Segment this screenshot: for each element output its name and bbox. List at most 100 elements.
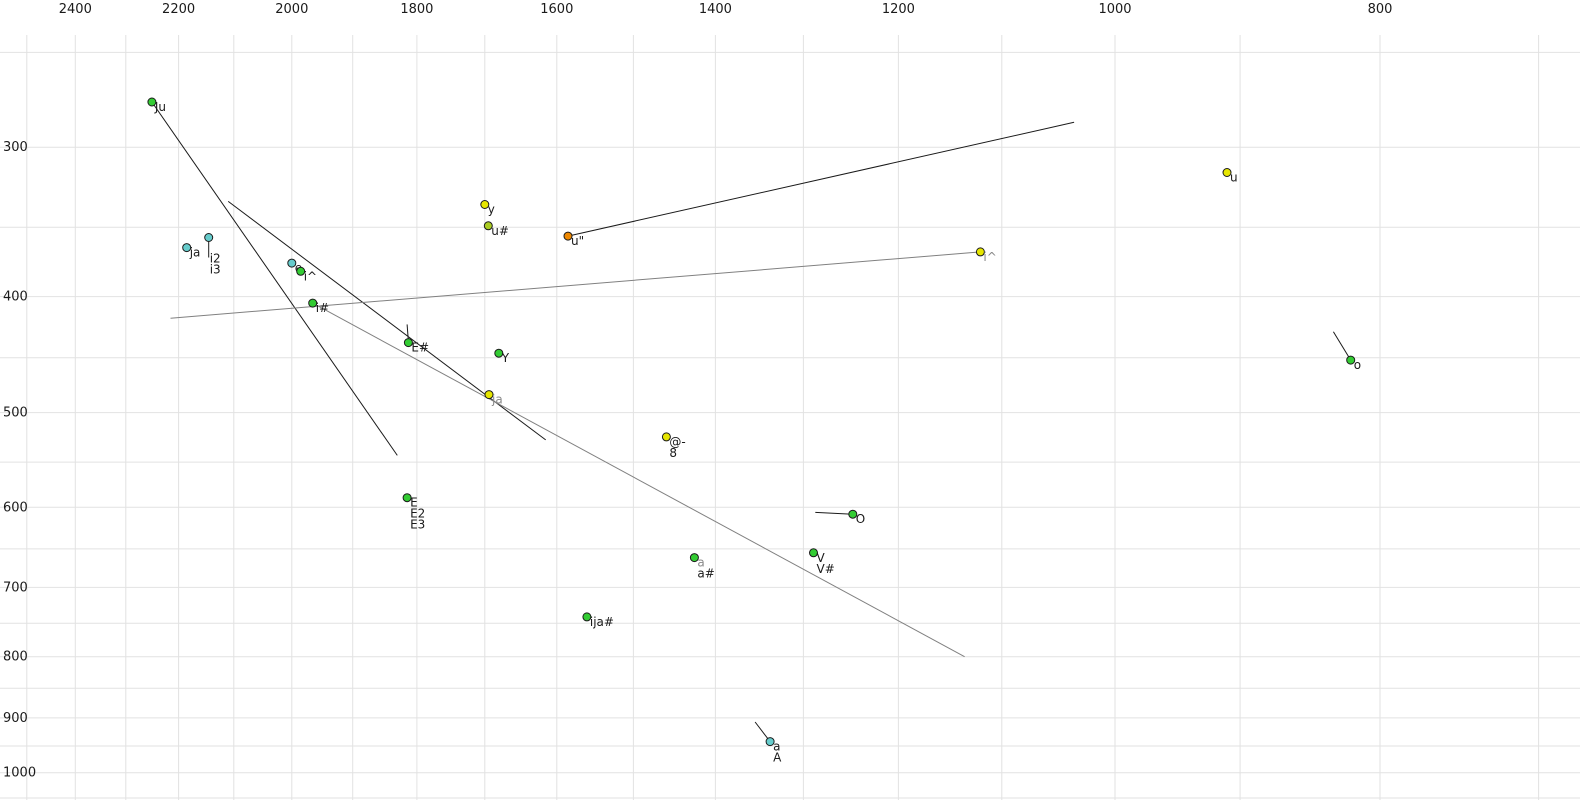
vowel-point-marker[interactable] — [1222, 168, 1232, 177]
vowel-point-label: i^ — [983, 250, 996, 264]
vowel-point-marker[interactable] — [1346, 355, 1356, 365]
y-axis-tick-label: 1000 — [3, 766, 36, 781]
vowel-point-label: ja — [491, 393, 503, 407]
vowel-point-marker[interactable] — [582, 612, 592, 622]
trajectory-line — [151, 101, 398, 456]
vowel-point-marker[interactable] — [484, 390, 494, 400]
vowel-point-u"[interactable]: u" — [563, 231, 584, 248]
trajectory-line — [567, 121, 1075, 237]
y-axis-tick-label: 600 — [3, 500, 28, 515]
vowel-point-@-[interactable]: @-8 — [661, 432, 686, 460]
vowel-point-label: a — [773, 740, 780, 754]
vowel-point-marker[interactable] — [296, 266, 306, 276]
vowel-points: Juuyu#u"jai2i3ei^i#E#Yja@-8EE2E3Oaa#VV#i… — [147, 97, 1361, 765]
vowel-point-u#[interactable]: u# — [483, 221, 509, 238]
vowel-point-a[interactable]: aA — [765, 737, 782, 765]
vowel-point-V[interactable]: VV# — [809, 548, 835, 576]
vowel-point-o[interactable]: o — [1346, 355, 1361, 372]
x-axis-tick-label: 800 — [1368, 2, 1393, 17]
vowel-point-Ju[interactable]: Ju — [147, 97, 166, 114]
vowel-point-u[interactable]: u — [1222, 168, 1238, 185]
vowel-point-Y[interactable]: Y — [494, 348, 510, 365]
vowel-point-ja[interactable]: ja — [484, 390, 503, 407]
vowel-point-y[interactable]: y — [480, 200, 495, 217]
trajectory-line — [227, 201, 547, 441]
vowel-point-marker[interactable] — [483, 221, 493, 231]
vowel-point-marker[interactable] — [975, 247, 985, 257]
x-axis-tick-label: 2000 — [275, 2, 308, 17]
trajectory-line — [170, 251, 981, 319]
vowel-point-marker[interactable] — [402, 493, 412, 503]
vowel-point-label: O — [856, 512, 865, 526]
vowel-point-ja[interactable]: ja — [182, 243, 201, 260]
x-axis-tick-label: 2400 — [59, 2, 92, 17]
vowel-point-marker[interactable] — [661, 432, 671, 442]
vowel-point-label: @- — [669, 435, 685, 449]
vowel-point-marker[interactable] — [765, 737, 775, 747]
vowel-point-marker[interactable] — [494, 348, 504, 358]
vowel-point-marker[interactable] — [308, 298, 318, 308]
vowel-point-label: u" — [571, 234, 584, 248]
vowel-point-marker[interactable] — [480, 200, 490, 209]
vowel-point-label: A — [773, 751, 782, 765]
y-axis-tick-label: 400 — [3, 290, 28, 305]
y-axis-tick-label: 700 — [3, 580, 28, 595]
trajectory-line — [815, 511, 853, 515]
vowel-point-label: V# — [817, 562, 835, 576]
vowel-point-label: i^ — [304, 269, 317, 283]
vowel-point-marker[interactable] — [848, 509, 858, 519]
axis-tick-labels: 2400 2200 2000 1800 1600 1400 1200 1000 800 300 40… — [3, 2, 1392, 781]
vowel-point-a[interactable]: aa# — [689, 553, 715, 581]
vowel-point-marker[interactable] — [563, 231, 573, 241]
vowel-point-i#[interactable]: i# — [308, 298, 329, 315]
vowel-point-i^[interactable]: i^ — [296, 266, 317, 283]
x-axis-tick-label: 1200 — [882, 2, 915, 17]
vowel-point-marker[interactable] — [182, 243, 192, 253]
vowel-point-i^[interactable]: i^ — [975, 247, 997, 264]
vowel-point-marker[interactable] — [809, 548, 818, 558]
x-axis-tick-label: 1800 — [400, 2, 433, 17]
y-axis-tick-label: 500 — [3, 406, 28, 421]
vowel-point-label: u# — [491, 224, 509, 238]
vowel-point-marker[interactable] — [147, 97, 157, 107]
trajectory-lines — [151, 101, 1352, 742]
vowel-point-marker[interactable] — [204, 233, 214, 242]
vowel-point-label: i2 — [210, 252, 221, 266]
vowel-point-label: i3 — [210, 263, 221, 277]
vowel-point-label: E3 — [410, 518, 425, 532]
vowel-point-label: E2 — [410, 507, 425, 521]
y-axis-tick-label: 900 — [3, 711, 28, 726]
vowel-point-E#[interactable]: E# — [403, 338, 429, 355]
vowel-point-label: E — [410, 496, 418, 510]
vowel-point-label: a — [697, 556, 704, 570]
vowel-point-label: i# — [316, 301, 329, 315]
vowel-point-label: V — [817, 551, 826, 565]
vowel-point-label: Ju — [154, 100, 166, 114]
vowel-point-marker[interactable] — [403, 338, 413, 348]
y-axis-tick-label: 300 — [3, 140, 28, 155]
vowel-point-label: ija# — [590, 615, 614, 629]
vowel-point-label: E# — [411, 341, 429, 355]
x-axis-tick-label: 1400 — [699, 2, 732, 17]
x-axis-tick-label: 2200 — [162, 2, 195, 17]
vowel-point-label: o — [1354, 358, 1361, 372]
vowel-point-label: u — [1230, 171, 1238, 185]
trajectory-line — [312, 302, 965, 658]
y-axis-tick-label: 800 — [3, 650, 28, 665]
vowel-point-marker[interactable] — [287, 258, 297, 268]
vowel-point-O[interactable]: O — [848, 509, 865, 526]
vowel-point-label: y — [488, 203, 495, 217]
vowel-point-label: 8 — [669, 446, 677, 460]
vowel-point-label: a# — [697, 567, 714, 581]
vowel-point-marker[interactable] — [689, 553, 699, 563]
vowel-point-label: Y — [501, 351, 510, 365]
vowel-point-ija#[interactable]: ija# — [582, 612, 614, 629]
x-axis-tick-label: 1600 — [540, 2, 573, 17]
x-axis-tick-label: 1000 — [1098, 2, 1131, 17]
trajectory-line — [1332, 331, 1352, 361]
grid-lines — [0, 35, 1580, 800]
